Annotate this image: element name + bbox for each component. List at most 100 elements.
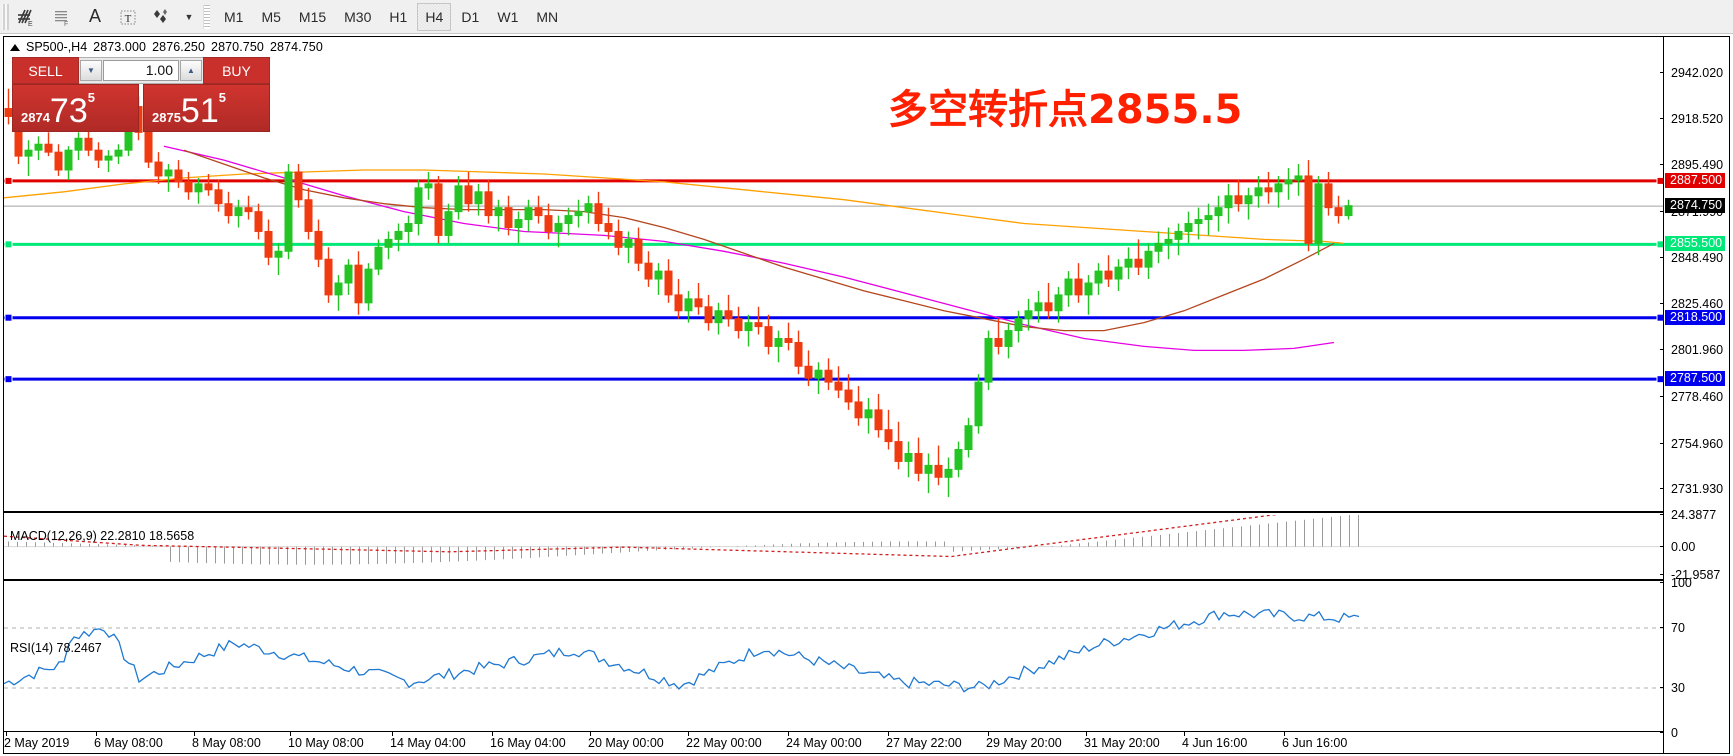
candle-body (1064, 278, 1073, 296)
support-line-2-handle-left[interactable] (4, 375, 13, 384)
last-price-badge[interactable]: 2874.750 (1665, 198, 1726, 214)
pane-divider-2[interactable] (4, 579, 1665, 581)
candle-body (454, 185, 463, 213)
sell-button[interactable]: SELL (12, 57, 79, 84)
resistance-level-badge[interactable]: 2887.500 (1665, 172, 1726, 188)
candle-body (44, 143, 53, 153)
candle-body (704, 306, 713, 324)
time-tick-mark (788, 732, 789, 736)
timeframe-m1[interactable]: M1 (224, 8, 244, 25)
candle-body (414, 187, 423, 225)
timeframe-w1[interactable]: W1 (497, 8, 519, 25)
chevron-down-icon[interactable]: ▼ (184, 11, 194, 22)
support-level-2-badge[interactable]: 2787.500 (1665, 371, 1726, 387)
candle-body (1344, 205, 1353, 217)
ohlc-open: 2873.000 (93, 40, 147, 54)
price-axis[interactable]: 2942.0202918.5202895.4902871.9902848.490… (1660, 37, 1729, 753)
candle-body (924, 464, 933, 474)
price-pane[interactable] (4, 57, 1665, 509)
time-tick-mark (888, 732, 889, 736)
volume-stepper[interactable]: ▼ 1.00 ▲ (79, 57, 203, 84)
candle-body (154, 161, 163, 177)
buy-button[interactable]: BUY (203, 57, 270, 84)
candle-body (1214, 207, 1223, 217)
candle-body (304, 199, 313, 232)
time-axis[interactable]: 2 May 2019 6 May 08:00 8 May 08:00 10 May 0… (4, 731, 1665, 753)
timeframe-group: M1 M5 M15 M30 H1 H4 D1 W1 MN (216, 2, 566, 31)
candle-body (1264, 187, 1273, 193)
text-label-icon[interactable]: T (111, 2, 145, 32)
rsi-chart-svg (4, 608, 1665, 693)
rsi-tick: 0 (1660, 726, 1729, 740)
candle-body (1324, 183, 1333, 209)
candle-body (894, 441, 903, 462)
candle-body (374, 246, 383, 270)
timeframe-mn[interactable]: MN (536, 8, 559, 25)
candle-body (784, 338, 793, 343)
time-tick-mark (6, 732, 7, 736)
rsi-pane[interactable] (4, 583, 1665, 733)
support-level-1-badge[interactable]: 2818.500 (1665, 309, 1726, 325)
volume-input[interactable]: 1.00 (103, 60, 179, 81)
macd-pane[interactable] (4, 515, 1665, 575)
ma-brown (183, 149, 1335, 332)
buy-price-main: 51 (180, 92, 219, 130)
candle-body (1074, 278, 1083, 296)
buy-price-block[interactable]: 2875 51 5 (143, 84, 270, 132)
macd-tick: -21.9587 (1660, 568, 1729, 582)
symbol-name: SP500-,H4 (26, 40, 88, 54)
time-tick-label: 27 May 22:00 (886, 736, 962, 750)
candle-body (564, 215, 573, 225)
candle-body (584, 203, 593, 213)
pivot-level-badge[interactable]: 2855.500 (1665, 236, 1726, 252)
grid-icon[interactable]: F (45, 2, 79, 32)
timeframe-h4[interactable]: H4 (417, 2, 452, 31)
timeframe-m30[interactable]: M30 (344, 8, 372, 25)
text-tool-icon[interactable]: A (88, 6, 101, 26)
volume-increase-button[interactable]: ▲ (180, 60, 202, 81)
candle-body (324, 258, 333, 296)
chart-window[interactable]: SP500-,H4 2873.000 2876.250 2870.750 287… (3, 36, 1730, 754)
timeframe-m15[interactable]: M15 (298, 8, 327, 25)
candle-body (4, 108, 13, 117)
resistance-line-handle-left[interactable] (4, 176, 13, 185)
objects-icon[interactable] (145, 2, 181, 32)
candle-body (934, 464, 943, 478)
time-tick-mark (290, 732, 291, 736)
candle-body (1104, 270, 1113, 280)
candle-body (314, 230, 323, 260)
timeframe-h1[interactable]: H1 (389, 8, 408, 25)
time-tick-mark (194, 732, 195, 736)
candle-body (284, 171, 293, 252)
toolbar-grip[interactable] (2, 3, 9, 30)
candle-body (364, 268, 373, 304)
time-tick-mark (1086, 732, 1087, 736)
macd-tick: 24.3877 (1660, 508, 1729, 522)
candle-body (334, 282, 343, 296)
candle-body (744, 322, 753, 332)
time-tick-label: 14 May 04:00 (390, 736, 466, 750)
ma-orange (4, 169, 1345, 245)
expert-advisor-icon[interactable]: E (9, 2, 45, 32)
candle-body (1004, 330, 1013, 347)
time-tick-mark (988, 732, 989, 736)
volume-decrease-button[interactable]: ▼ (80, 60, 102, 81)
support-line-1-handle-left[interactable] (4, 313, 13, 322)
buy-price-fraction: 5 (218, 90, 226, 105)
pivot-line-handle-left[interactable] (4, 240, 13, 249)
rsi-line (4, 608, 1360, 693)
candle-body (774, 338, 783, 347)
candle-body (1014, 318, 1023, 332)
candle-body (654, 270, 663, 280)
chart-annotation-text[interactable]: 多空转折点2855.5 (888, 87, 1243, 133)
time-tick-label: 29 May 20:00 (986, 736, 1062, 750)
timeframe-d1[interactable]: D1 (461, 8, 480, 25)
candle-body (1154, 242, 1163, 252)
candle-body (1334, 207, 1343, 217)
timeframe-m5[interactable]: M5 (261, 8, 281, 25)
one-click-trading-panel[interactable]: SELL ▼ 1.00 ▲ BUY 2874 73 5 (12, 57, 270, 132)
collapse-triangle-icon[interactable] (10, 43, 20, 51)
sell-price-block[interactable]: 2874 73 5 (12, 84, 139, 132)
pane-divider-1[interactable] (4, 511, 1665, 513)
price-tick: 2848.490 (1660, 251, 1729, 265)
